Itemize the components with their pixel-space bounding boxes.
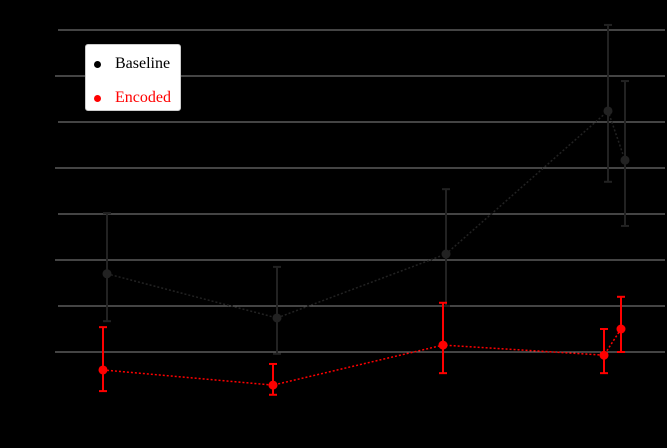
series-baseline (102, 23, 630, 355)
data-point-marker (98, 365, 108, 375)
series-encoded (98, 295, 626, 396)
encoded-marker-icon (94, 94, 101, 102)
baseline-marker-icon (94, 60, 101, 68)
data-point-marker (272, 313, 282, 323)
data-point-marker (268, 380, 278, 390)
legend-label-baseline: Baseline (115, 55, 171, 72)
data-series (98, 23, 630, 396)
data-point-marker (438, 340, 448, 350)
data-point-marker (616, 324, 626, 334)
series-line (102, 328, 622, 386)
legend-label-encoded: Encoded (115, 89, 171, 106)
data-point-marker (102, 269, 112, 279)
data-point-marker (441, 249, 451, 259)
legend: Baseline Encoded (85, 44, 181, 111)
legend-item-encoded: Encoded (94, 87, 171, 109)
data-point-marker (620, 155, 630, 165)
data-point-marker (599, 350, 609, 360)
legend-item-baseline: Baseline (94, 53, 170, 75)
data-point-marker (603, 106, 613, 116)
